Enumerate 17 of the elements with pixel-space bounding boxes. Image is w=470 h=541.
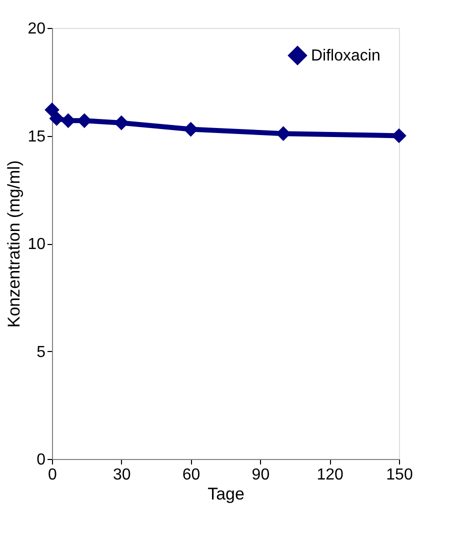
y-tick-label: 5: [36, 344, 46, 361]
legend-label: Difloxacin: [311, 48, 380, 64]
x-tick-label: 150: [386, 466, 413, 484]
y-axis-title: Konzentration (mg/ml): [4, 160, 24, 328]
point: [392, 128, 406, 144]
y-tick-label: 15: [28, 128, 46, 146]
y-tick-label: 20: [28, 20, 46, 38]
y-tick-label: 10: [28, 236, 46, 253]
x-tick-label: 60: [182, 466, 200, 484]
x-tick-label: 90: [252, 466, 270, 484]
x-tick-label: 30: [113, 466, 131, 484]
x-tick-label: 0: [48, 466, 58, 484]
x-tick-label: 120: [316, 466, 344, 484]
y-tick-label: 0: [36, 452, 46, 468]
point: [44, 102, 60, 118]
x-axis-title: Tage: [208, 484, 244, 504]
point: [49, 111, 64, 126]
